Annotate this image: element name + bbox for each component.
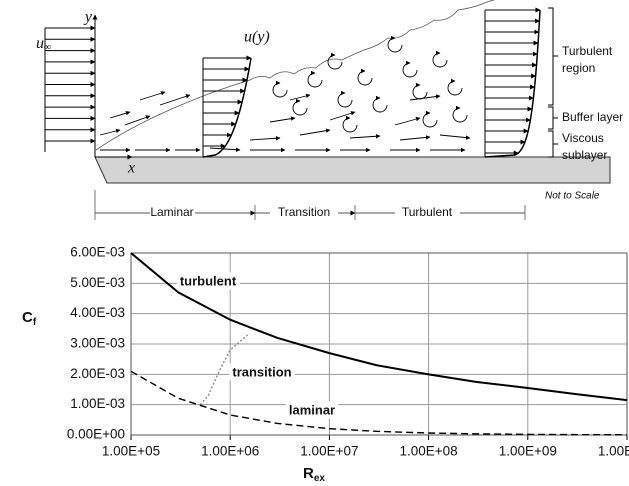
eddy bbox=[273, 83, 287, 97]
profile-curve bbox=[203, 58, 251, 157]
x-tick-label: 1.00E+06 bbox=[201, 444, 259, 459]
turbulent-edge bbox=[250, 0, 508, 80]
y-tick-label: 3.00E-03 bbox=[70, 336, 125, 351]
y-tick-label: 5.00E-03 bbox=[70, 275, 125, 290]
x-axis-label: x bbox=[127, 160, 135, 177]
eddy bbox=[338, 93, 352, 107]
x-tick-label: 1.00E+10 bbox=[598, 444, 629, 459]
zone-label: Transition bbox=[278, 205, 330, 219]
eddy bbox=[328, 55, 342, 69]
flow-arrow bbox=[100, 130, 120, 135]
x-tick-label: 1.00E+09 bbox=[499, 444, 557, 459]
y-tick-label: 1.00E-03 bbox=[70, 396, 125, 411]
eddy bbox=[448, 81, 462, 95]
x-tick-label: 1.00E+08 bbox=[400, 444, 458, 459]
eddy bbox=[388, 38, 402, 52]
flow-arrow bbox=[395, 118, 420, 125]
eddy bbox=[293, 101, 307, 115]
eddy bbox=[423, 113, 437, 127]
flow-arrow bbox=[210, 148, 240, 150]
series-label: turbulent bbox=[180, 273, 237, 288]
y-tick-label: 4.00E-03 bbox=[70, 305, 125, 320]
x-axis-title: Rex bbox=[303, 465, 325, 484]
eddy bbox=[413, 85, 427, 99]
eddy bbox=[373, 98, 387, 112]
y-tick-label: 0.00E+00 bbox=[67, 427, 125, 442]
x-tick-label: 1.00E+07 bbox=[300, 444, 358, 459]
flow-arrow bbox=[350, 136, 380, 138]
brackets bbox=[548, 8, 558, 157]
y-axis-title: Cf bbox=[22, 309, 37, 328]
flow-arrow bbox=[270, 118, 295, 122]
flow-arrow bbox=[290, 95, 310, 100]
buffer-layer-label: Buffer layer bbox=[562, 110, 623, 124]
y-axis-label: y bbox=[83, 9, 93, 26]
x-tick-label: 1.00E+05 bbox=[102, 444, 160, 459]
flow-arrow bbox=[300, 130, 330, 135]
zone-label: Laminar bbox=[150, 205, 193, 219]
figure: y x u∞ u(y) Turbulentregion Buffer layer… bbox=[0, 0, 629, 486]
flow-arrow bbox=[110, 112, 130, 118]
eddy bbox=[453, 108, 467, 122]
plate bbox=[95, 157, 610, 183]
eddy bbox=[308, 73, 322, 87]
series-label: transition bbox=[232, 364, 291, 379]
y-tick-label: 2.00E-03 bbox=[70, 366, 125, 381]
eddy bbox=[433, 53, 447, 67]
flow-arrow bbox=[400, 137, 430, 140]
zone-label: Turbulent bbox=[402, 205, 453, 219]
eddy bbox=[403, 63, 417, 77]
flow-arrow bbox=[440, 135, 470, 138]
flow-arrow bbox=[330, 112, 355, 120]
eddy bbox=[343, 118, 357, 132]
eddy bbox=[358, 71, 372, 85]
profile-label: u(y) bbox=[244, 29, 270, 46]
flow-arrow bbox=[250, 138, 280, 140]
series-label: laminar bbox=[289, 402, 335, 417]
flow-arrow bbox=[160, 95, 190, 105]
y-tick-label: 6.00E-03 bbox=[70, 245, 125, 260]
flow-arrow bbox=[140, 92, 165, 100]
series-line bbox=[131, 371, 627, 434]
note: Not to Scale bbox=[545, 191, 600, 202]
